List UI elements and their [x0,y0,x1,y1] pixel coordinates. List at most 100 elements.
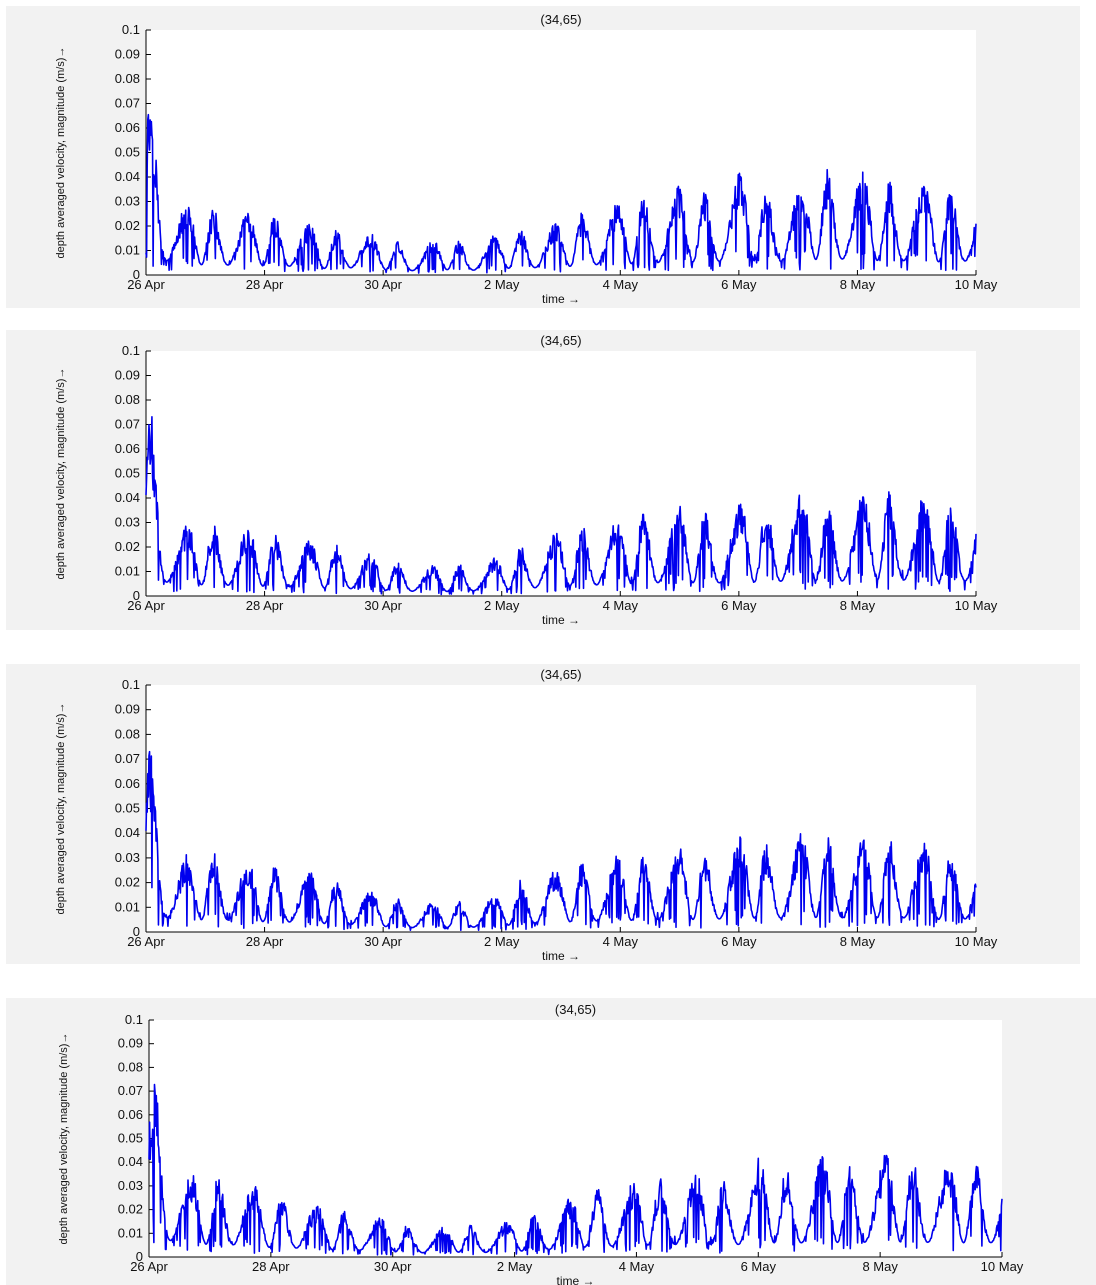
y-tick-label: 0.1 [122,343,140,358]
y-tick-label: 0.01 [115,899,140,914]
x-axis-label: time → [556,1274,594,1285]
plot-area [146,30,976,275]
y-tick-label: 0.09 [115,47,140,62]
chart-panel-4: (34,65) 0 0.01 0.02 0.03 0.04 0.05 0.06 0.07 0.08… [6,998,1096,1285]
y-tick-label: 0.07 [115,417,140,432]
chart-title: (34,65) [540,333,581,348]
y-tick-label: 0.03 [115,850,140,865]
y-tick-label: 0 [133,267,140,282]
y-tick-label: 0.08 [118,1059,143,1074]
y-tick-label: 0.01 [115,564,140,579]
x-tick-label: 8 May [840,934,876,949]
y-tick-label: 0.05 [115,145,140,160]
series-line [145,750,977,932]
x-tick-label: 6 May [721,934,757,949]
y-tick-label: 0 [136,1249,143,1264]
y-tick-label: 0.02 [115,875,140,890]
y-tick-label: 0.03 [118,1178,143,1193]
chart-panel-2: (34,65) 0 0.01 0.02 0.03 0.04 0.05 0.06 0.07 0.08… [6,330,1080,630]
y-tick-label: 0.01 [115,243,140,258]
chart-title: (34,65) [555,1002,596,1017]
x-tick-label: 8 May [862,1259,898,1274]
series-line [148,1083,1003,1256]
y-tick-label: 0.07 [115,751,140,766]
y-tick-label: 0.09 [118,1036,143,1051]
y-tick-label: 0.02 [118,1202,143,1217]
y-tick-label: 0.05 [115,801,140,816]
y-tick-label: 0.01 [118,1225,143,1240]
x-axis-label: time → [542,613,580,627]
y-tick-label: 0.1 [122,677,140,692]
y-axis-label: depth averaged velocity, magnitude (m/s)… [55,47,67,259]
y-axis-label: depth averaged velocity, magnitude (m/s)… [55,368,67,580]
y-tick-label: 0.06 [115,776,140,791]
y-tick-label: 0.06 [115,441,140,456]
x-tick-label: 8 May [840,598,876,613]
x-tick-label: 10 May [981,1259,1024,1274]
x-tick-label: 28 Apr [252,1259,290,1274]
y-axis-label: depth averaged velocity, magnitude (m/s)… [58,1033,70,1245]
x-tick-label: 30 Apr [374,1259,412,1274]
x-tick-label: 6 May [741,1259,777,1274]
x-tick-label: 2 May [484,934,520,949]
chart-panel-3: (34,65) 0 0.01 0.02 0.03 0.04 0.05 0.06 0.07 0.08… [6,664,1080,964]
x-tick-label: 26 Apr [127,598,165,613]
chart-panel-1: (34,65) 0 0.01 0.02 0.03 0.04 0.05 0.06 0.07 0.08… [6,6,1080,308]
x-tick-label: 10 May [955,934,998,949]
x-tick-label: 26 Apr [127,934,165,949]
x-tick-label: 28 Apr [246,277,284,292]
y-tick-label: 0.05 [115,466,140,481]
x-axis-label: time → [542,949,580,963]
y-tick-label: 0.1 [122,22,140,37]
y-tick-label: 0 [133,924,140,939]
y-tick-label: 0.06 [115,120,140,135]
y-tick-label: 0.08 [115,71,140,86]
series-line [145,113,977,274]
x-tick-label: 6 May [721,277,757,292]
x-tick-label: 30 Apr [364,934,402,949]
y-tick-label: 0.04 [115,490,140,505]
line-chart-4: (34,65) 0 0.01 0.02 0.03 0.04 0.05 0.06 0.07 0.08… [58,1002,1024,1285]
x-tick-label: 10 May [955,598,998,613]
y-tick-label: 0.04 [118,1154,143,1169]
x-tick-label: 4 May [603,277,639,292]
x-tick-label: 2 May [497,1259,533,1274]
x-tick-label: 4 May [619,1259,655,1274]
x-axis-label: time → [542,292,580,306]
y-tick-label: 0.04 [115,825,140,840]
y-tick-label: 0.07 [115,96,140,111]
y-tick-label: 0.04 [115,169,140,184]
line-chart-1: (34,65) 0 0.01 0.02 0.03 0.04 0.05 0.06 0.07 0.08… [55,12,998,306]
y-tick-label: 0.05 [118,1131,143,1146]
line-chart-2: (34,65) 0 0.01 0.02 0.03 0.04 0.05 0.06 0.07 0.08… [55,333,998,627]
y-tick-label: 0.08 [115,392,140,407]
y-tick-label: 0.03 [115,515,140,530]
y-tick-label: 0.02 [115,539,140,554]
x-tick-label: 2 May [484,277,520,292]
chart-title: (34,65) [540,12,581,27]
x-tick-label: 26 Apr [130,1259,168,1274]
x-tick-label: 2 May [484,598,520,613]
x-tick-label: 8 May [840,277,876,292]
x-tick-label: 28 Apr [246,934,284,949]
y-tick-label: 0.03 [115,194,140,209]
x-tick-label: 6 May [721,598,757,613]
y-tick-label: 0.09 [115,702,140,717]
y-tick-label: 0.1 [125,1012,143,1027]
y-tick-label: 0.02 [115,218,140,233]
series-line [145,415,977,596]
x-tick-label: 30 Apr [364,277,402,292]
chart-title: (34,65) [540,667,581,682]
x-tick-label: 26 Apr [127,277,165,292]
x-tick-label: 28 Apr [246,598,284,613]
line-chart-3: (34,65) 0 0.01 0.02 0.03 0.04 0.05 0.06 0.07 0.08… [55,667,998,963]
x-tick-label: 4 May [603,934,639,949]
y-tick-label: 0.08 [115,726,140,741]
x-tick-label: 4 May [603,598,639,613]
y-tick-label: 0.06 [118,1107,143,1122]
y-tick-label: 0.09 [115,368,140,383]
x-tick-label: 10 May [955,277,998,292]
y-axis-label: depth averaged velocity, magnitude (m/s)… [55,703,67,915]
y-tick-label: 0 [133,588,140,603]
x-tick-label: 30 Apr [364,598,402,613]
